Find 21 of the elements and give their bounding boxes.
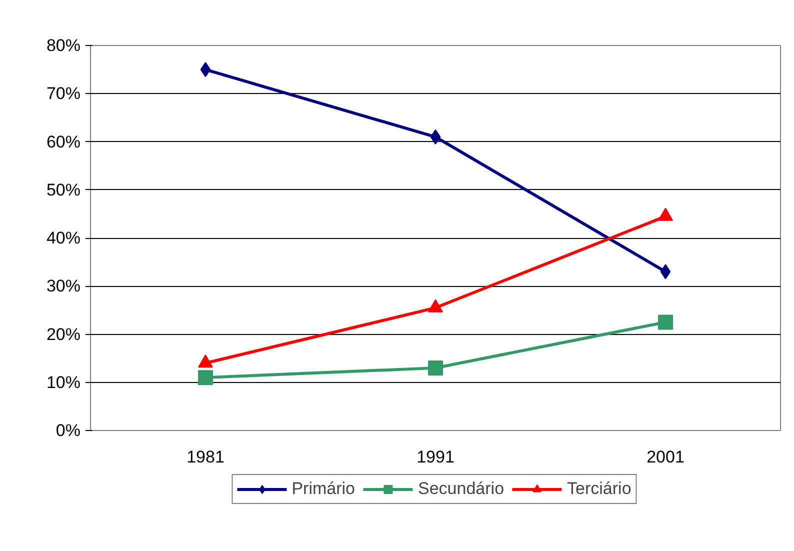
point	[660, 264, 671, 280]
y-tick-label: 20%	[46, 324, 81, 344]
point	[198, 370, 213, 386]
y-tick-label: 0%	[56, 421, 81, 440]
point	[658, 314, 673, 330]
y-tick-label: 80%	[46, 36, 81, 55]
y-tick-label: 30%	[46, 276, 81, 296]
y-tick-label: 60%	[46, 132, 81, 152]
y-tick-label: 50%	[46, 180, 81, 200]
point	[200, 62, 211, 78]
point	[428, 360, 443, 376]
x-tick-label: 1991	[416, 448, 454, 466]
y-tick-label: 10%	[46, 372, 81, 392]
legend-label: Primário	[292, 479, 356, 499]
legend-label: Terciário	[567, 479, 632, 499]
y-tick-label: 70%	[46, 84, 81, 104]
x-tick-label: 1981	[186, 448, 224, 466]
point	[430, 129, 441, 144]
x-tick-label: 2001	[646, 448, 684, 466]
legend-label: Secundário	[418, 479, 504, 499]
y-tick-label: 40%	[46, 228, 81, 248]
